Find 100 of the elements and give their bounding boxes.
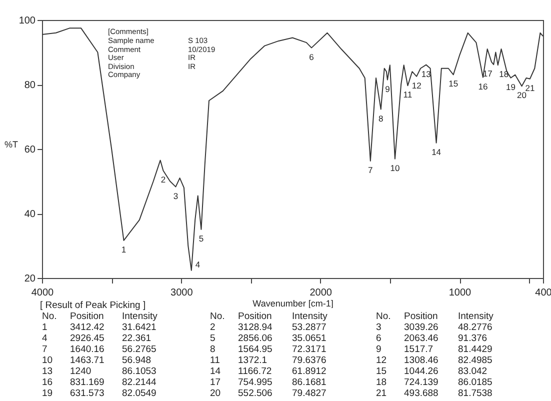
text: 9: [376, 344, 382, 355]
text: 20: [210, 388, 221, 399]
text: 754.995: [238, 377, 272, 388]
text: 6: [376, 333, 382, 344]
text: 19: [42, 388, 53, 399]
text: 16: [42, 377, 53, 388]
text: No.: [42, 311, 57, 322]
text: Intensity: [122, 311, 158, 322]
text: 79.6376: [292, 355, 326, 366]
annotation: 9: [385, 84, 390, 94]
annotation: 21: [525, 82, 535, 93]
text: 48.2776: [458, 322, 492, 333]
y-tick-label: 80: [24, 80, 36, 91]
annotation: 16: [478, 81, 488, 92]
x-tick-label: 1000: [448, 288, 472, 298]
text: 18: [376, 377, 387, 388]
text: 35.0651: [292, 333, 326, 344]
annotation: 10: [390, 162, 400, 173]
annotation: 6: [309, 52, 314, 62]
text: 631.573: [70, 388, 104, 399]
text: 72.3171: [292, 344, 326, 355]
text: 53.2877: [292, 322, 326, 333]
annotation: 12: [412, 80, 422, 90]
text: 82.4985: [458, 355, 492, 366]
text: 2063.46: [404, 333, 438, 344]
text: No.: [376, 311, 391, 322]
y-tick-label: 40: [24, 209, 36, 220]
text: 724.139: [404, 377, 438, 388]
text: 3412.42: [70, 322, 104, 333]
text: 1517.7: [404, 344, 434, 355]
text: No.: [210, 311, 225, 322]
text: 56.948: [122, 355, 152, 366]
text: 61.8912: [292, 366, 326, 377]
text: 7: [42, 344, 48, 355]
text: 1463.71: [70, 355, 104, 366]
annotation: 2: [160, 174, 166, 185]
text: 2926.45: [70, 333, 104, 344]
x-tick-label: 2000: [310, 288, 332, 298]
text: 14: [210, 366, 221, 377]
annotation: 18: [499, 69, 509, 80]
text: 79.4827: [292, 388, 326, 399]
text: 86.1053: [122, 366, 156, 377]
annotation: 1: [121, 244, 126, 254]
annotation: 17: [482, 68, 493, 79]
text: 493.688: [404, 388, 438, 399]
text: 83.042: [458, 366, 488, 377]
text: 91.376: [458, 333, 488, 344]
y-tick-label: 60: [24, 144, 36, 156]
text: 56.2765: [122, 344, 156, 355]
text: 8: [210, 344, 216, 355]
text: 3: [376, 322, 382, 333]
annotation: 14: [432, 146, 442, 157]
text: 1166.72: [238, 366, 272, 377]
x-tick-label: 3000: [170, 288, 194, 298]
text: 86.0185: [458, 377, 492, 388]
text: 82.0549: [122, 388, 156, 399]
text: 3039.26: [404, 322, 438, 333]
annotation: 3: [173, 190, 178, 201]
y-tick-label: 20: [24, 274, 36, 284]
text: 3128.94: [238, 322, 272, 333]
text: Position: [238, 311, 272, 322]
annotation: 4: [195, 259, 200, 270]
text: 10: [42, 355, 53, 366]
text: 12: [376, 355, 387, 366]
annotation: 11: [403, 90, 412, 100]
text: 1044.26: [404, 366, 438, 377]
text: 15: [376, 366, 387, 377]
annotation: 15: [448, 78, 458, 89]
annotation: 5: [198, 233, 204, 244]
text: 82.2144: [122, 377, 156, 388]
text: 2: [210, 322, 216, 333]
text: 31.6421: [122, 322, 156, 333]
text: 1640.16: [70, 344, 104, 355]
text: Position: [70, 311, 104, 322]
y-axis-title: %T: [4, 140, 18, 150]
text: 5: [210, 333, 216, 344]
text: 4: [42, 333, 48, 344]
annotation: 8: [378, 113, 384, 124]
text: 22.361: [122, 333, 152, 344]
text: Intensity: [292, 311, 328, 322]
text: Intensity: [458, 311, 494, 322]
text: 21: [376, 388, 387, 399]
line-series: [42, 28, 543, 271]
text: 86.1681: [292, 377, 326, 388]
text: 1564.95: [238, 344, 272, 355]
annotation: 20: [517, 90, 527, 100]
annotation: 7: [368, 165, 374, 176]
text: 17: [210, 377, 221, 388]
text: 831.169: [70, 377, 104, 388]
text: 1240: [70, 366, 92, 377]
text: 2856.06: [238, 333, 272, 344]
x-axis-title: Wavenumber [cm-1]: [252, 298, 334, 308]
x-tick-label: 4000: [31, 288, 54, 298]
text: Position: [404, 311, 438, 322]
text: [ Result of Peak Picking ]: [40, 300, 146, 311]
text: 13: [42, 366, 53, 377]
annotation: 13: [421, 68, 432, 79]
text: 1308.46: [404, 355, 438, 366]
annotation: 19: [506, 82, 516, 92]
text: 11: [210, 355, 220, 366]
